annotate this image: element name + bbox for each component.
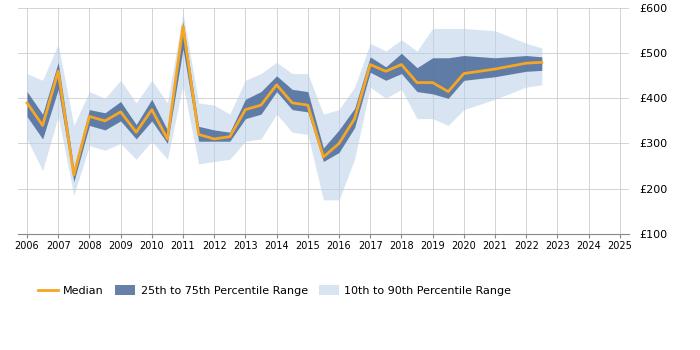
Legend: Median, 25th to 75th Percentile Range, 10th to 90th Percentile Range: Median, 25th to 75th Percentile Range, 1…	[33, 281, 516, 300]
